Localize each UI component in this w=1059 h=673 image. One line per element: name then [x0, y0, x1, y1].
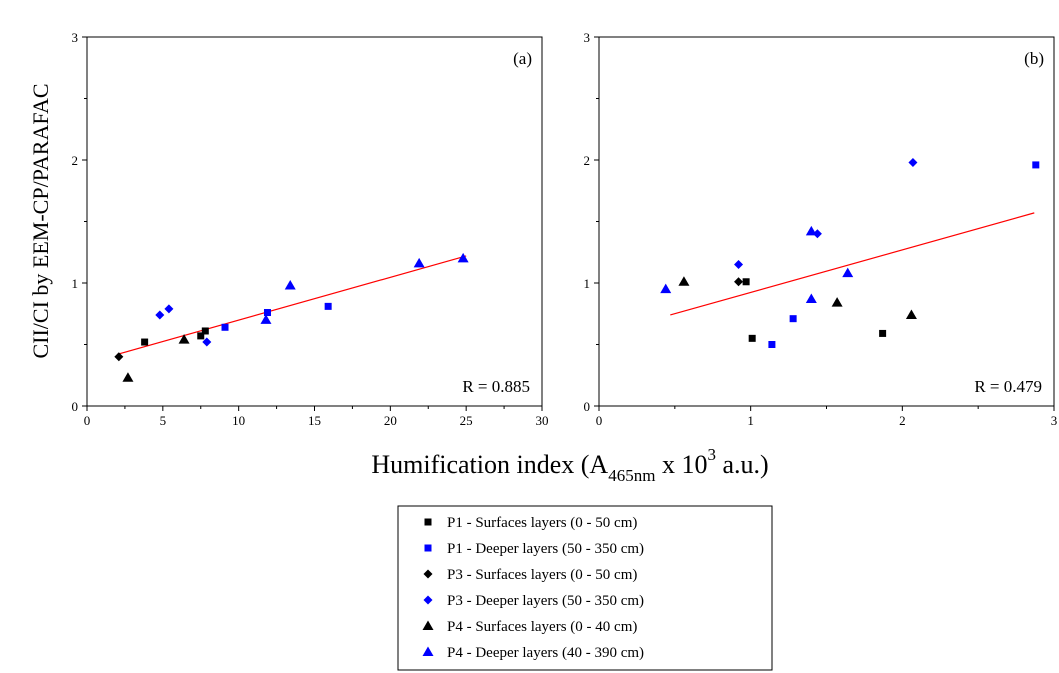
data-point-triangle: [457, 252, 469, 263]
data-point-triangle: [805, 225, 817, 236]
correlation-label: R = 0.885: [462, 377, 530, 396]
data-point-diamond: [812, 229, 822, 239]
x-tick-label: 10: [232, 413, 245, 428]
data-point-square: [141, 338, 149, 346]
panel-label: (b): [1024, 49, 1044, 68]
data-point-square: [768, 341, 776, 348]
data-point-square: [789, 315, 797, 323]
y-tick-label: 3: [72, 30, 79, 45]
legend-label: P1 - Surfaces layers (0 - 50 cm): [447, 515, 637, 531]
legend-marker-triangle: [422, 646, 434, 656]
regression-line: [117, 255, 467, 355]
data-point-diamond: [734, 277, 744, 287]
x-tick-label: 2: [899, 413, 906, 428]
plot-frame: [86, 36, 543, 407]
x-axis-label: Humification index (A465nm x 103 a.u.): [371, 445, 768, 485]
y-tick-label: 3: [584, 30, 591, 45]
legend-label: P4 - Surfaces layers (0 - 40 cm): [447, 619, 637, 635]
data-point-square: [263, 309, 271, 317]
panel-a: 0 5 10 15 20 25 30 0 1 2 3 (a) R = 0.885: [72, 30, 549, 428]
legend-box: [397, 505, 773, 671]
data-point-square: [748, 334, 756, 342]
legend: P1 - Surfaces layers (0 - 50 cm) P1 - Dee…: [397, 505, 773, 671]
legend-label: P1 - Deeper layers (50 - 350 cm): [447, 541, 644, 557]
data-point-diamond: [164, 304, 174, 314]
data-point-square: [879, 329, 887, 337]
x-tick-label: 0: [596, 413, 603, 428]
data-point-diamond: [202, 337, 212, 347]
data-point-triangle: [678, 276, 690, 286]
x-tick-label: 20: [384, 413, 397, 428]
x-tick-label: 5: [160, 413, 167, 428]
data-point-triangle: [660, 283, 672, 294]
data-point-triangle: [805, 293, 817, 303]
y-tick-label: 0: [72, 399, 79, 414]
data-point-square: [1032, 161, 1040, 169]
y-tick-label: 2: [72, 153, 79, 168]
x-tick-label: 25: [460, 413, 473, 428]
x-tick-label: 1: [747, 413, 754, 428]
x-tick-label: 30: [536, 413, 549, 428]
correlation-label: R = 0.479: [974, 377, 1042, 396]
y-tick-label: 1: [584, 276, 591, 291]
data-point-triangle: [284, 279, 296, 290]
data-point-diamond: [155, 310, 165, 320]
y-tick-label: 1: [72, 276, 79, 291]
legend-marker-triangle: [422, 620, 434, 630]
x-axis-label-superscript: 3: [707, 445, 716, 464]
legend-label: P3 - Surfaces layers (0 - 50 cm): [447, 567, 637, 583]
x-axis-label-mid: x 10: [655, 450, 707, 479]
panel-b: 0 1 2 3 0 1 2 3 (b) R = 0.479: [584, 30, 1058, 428]
legend-marker-diamond: [423, 595, 433, 605]
data-point-triangle: [831, 297, 843, 307]
y-tick-label: 2: [584, 153, 591, 168]
x-tick-label: 15: [308, 413, 321, 428]
x-axis-label-subscript: 465nm: [608, 466, 655, 485]
data-point-square: [221, 323, 229, 331]
data-point-diamond: [114, 352, 124, 362]
x-axis-label-end: a.u.): [716, 450, 769, 479]
legend-label: P3 - Deeper layers (50 - 350 cm): [447, 593, 644, 609]
regression-line: [670, 212, 1035, 316]
data-point-square: [197, 332, 205, 340]
data-point-triangle: [905, 309, 917, 319]
x-tick-label: 0: [84, 413, 91, 428]
panel-label: (a): [513, 49, 532, 68]
x-tick-label: 3: [1051, 413, 1058, 428]
legend-marker-square: [424, 518, 432, 526]
legend-marker-square: [424, 544, 432, 552]
data-point-triangle: [413, 257, 425, 268]
legend-label: P4 - Deeper layers (40 - 390 cm): [447, 645, 644, 661]
plot-frame: [598, 36, 1055, 407]
legend-marker-diamond: [423, 569, 433, 579]
x-axis-label-main: Humification index (A: [371, 450, 608, 479]
data-point-diamond: [734, 260, 744, 270]
data-point-triangle: [260, 314, 272, 324]
data-point-triangle: [178, 334, 190, 344]
data-point-diamond: [908, 157, 918, 167]
data-point-triangle: [122, 372, 134, 382]
data-point-square: [742, 278, 750, 286]
y-tick-label: 0: [584, 399, 591, 414]
data-point-square: [324, 302, 332, 310]
data-point-square: [201, 327, 209, 335]
y-axis-label: CII/CI by EEM-CP/PARAFAC: [28, 83, 53, 358]
data-point-triangle: [842, 267, 854, 278]
